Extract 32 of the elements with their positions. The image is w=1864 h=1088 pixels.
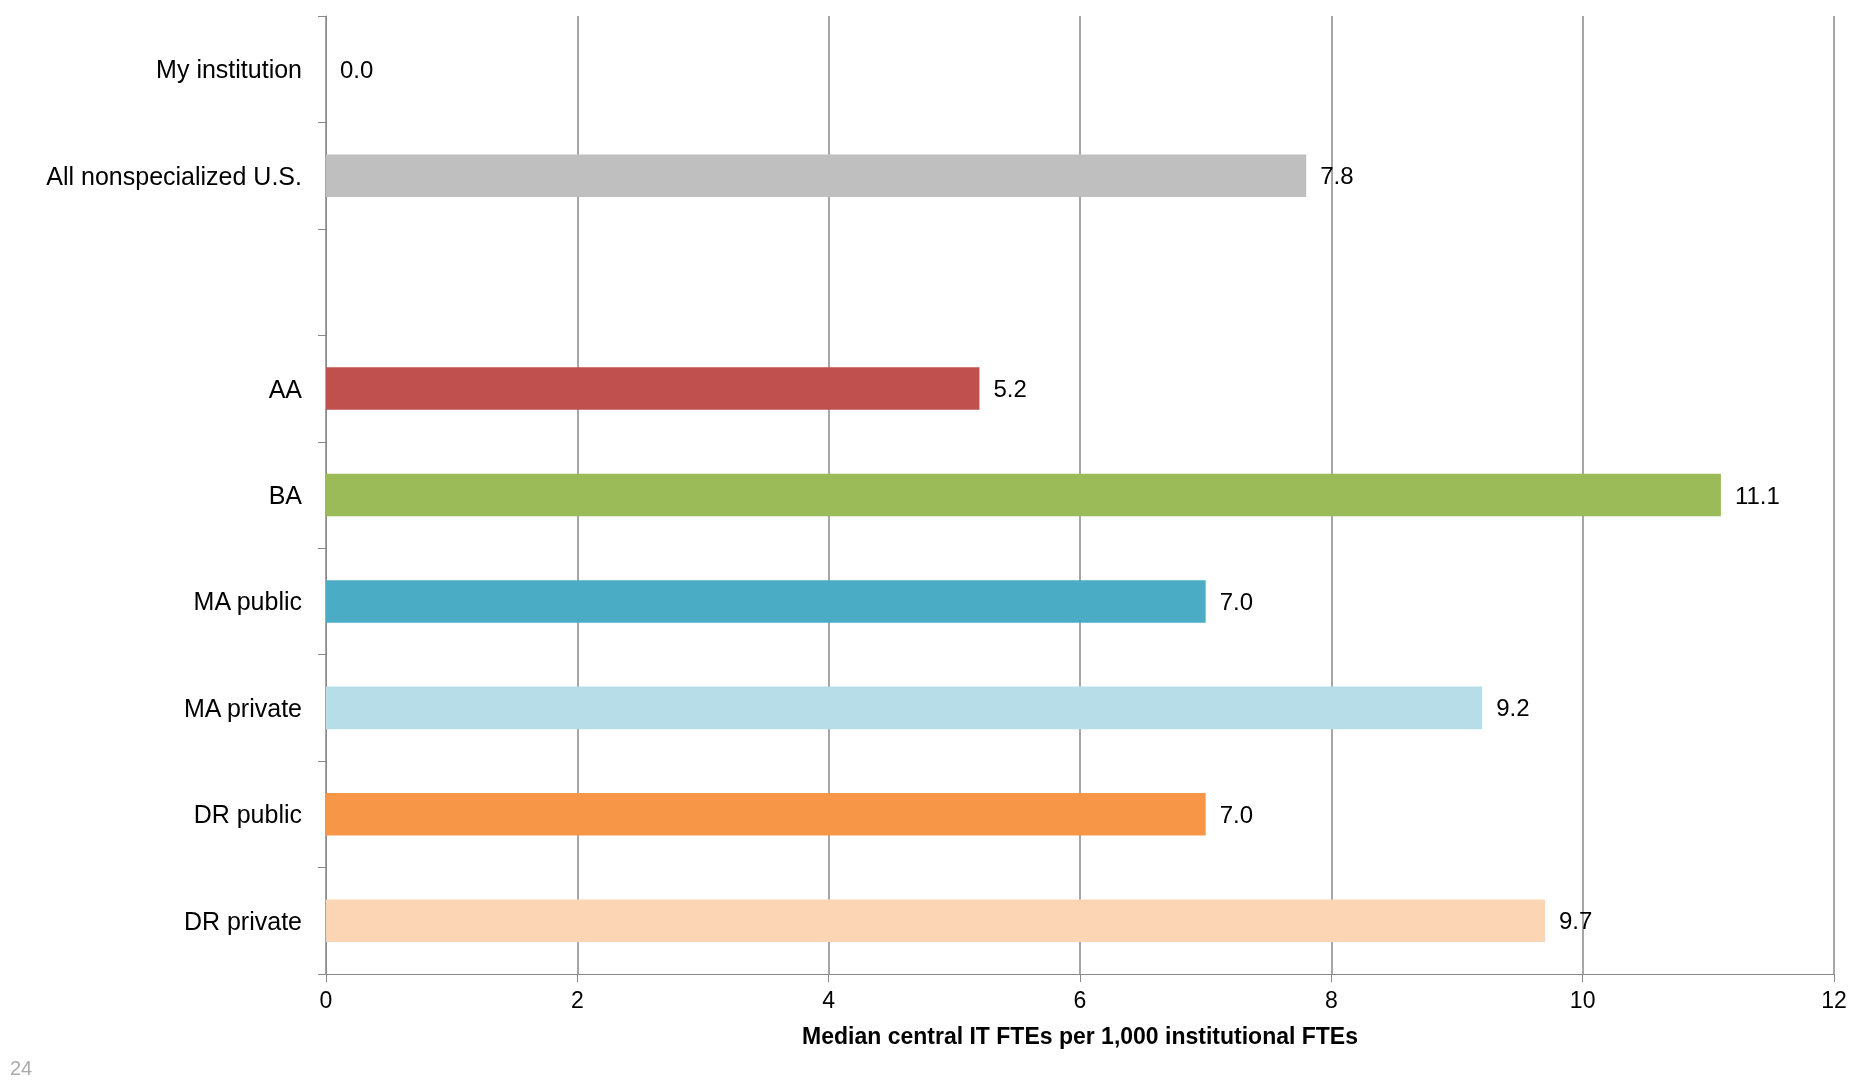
bar <box>326 367 980 410</box>
x-tick-label: 2 <box>570 986 584 1013</box>
data-label: 7.8 <box>1320 162 1354 190</box>
y-tick-label: BA <box>268 481 303 509</box>
bar <box>326 580 1206 623</box>
text: 24 <box>10 1057 33 1079</box>
x-tick-label: 6 <box>1073 986 1087 1013</box>
y-tick-label: DR private <box>183 906 302 935</box>
data-label: 0.0 <box>340 55 374 83</box>
bar <box>326 686 1483 730</box>
y-tick-label: All nonspecialized U.S. <box>46 161 302 190</box>
bar <box>326 154 1307 197</box>
data-label: 7.0 <box>1219 800 1254 828</box>
data-label: 9.2 <box>1496 694 1530 722</box>
y-tick-label: MA public <box>193 587 302 616</box>
y-tick-label: AA <box>268 374 303 403</box>
x-tick-label: 0 <box>319 986 333 1013</box>
x-tick-label: 12 <box>1821 986 1847 1013</box>
x-tick-label: 8 <box>1324 986 1338 1013</box>
y-tick-label: My institution <box>156 55 302 84</box>
bar <box>326 793 1206 836</box>
x-tick-label: 10 <box>1569 986 1596 1013</box>
y-tick-label: DR public <box>193 800 302 829</box>
data-label: 7.0 <box>1219 587 1254 615</box>
data-label: 9.7 <box>1558 907 1593 935</box>
data-label: 5.2 <box>993 375 1027 403</box>
data-label: 11.1 <box>1734 481 1780 509</box>
x-axis-title: Median central IT FTEs per 1,000 institutional FTEs <box>802 1022 1358 1049</box>
bar <box>326 899 1545 943</box>
x-tick-label: 4 <box>822 986 836 1013</box>
bar <box>326 473 1721 517</box>
y-tick-label: MA private <box>183 693 302 722</box>
